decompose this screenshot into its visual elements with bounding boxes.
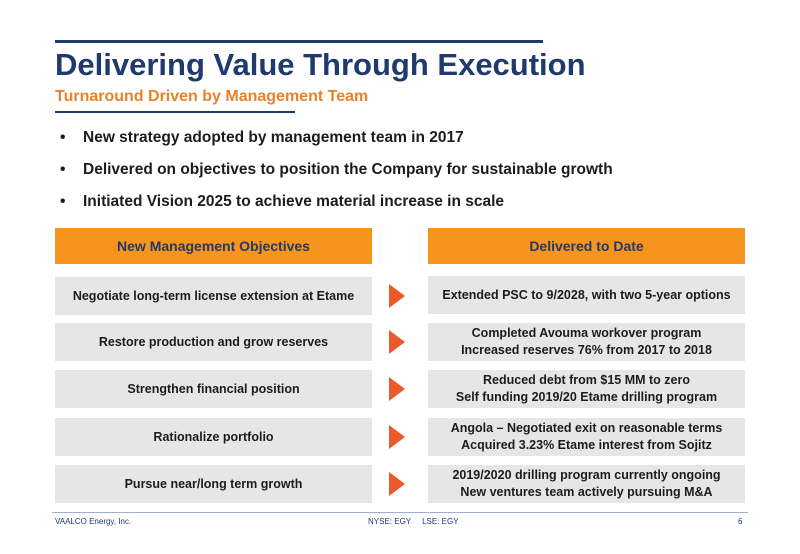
- title-top-rule: [55, 40, 543, 43]
- bullet-item: • New strategy adopted by management team…: [60, 128, 613, 160]
- footer-divider: [52, 512, 748, 513]
- arrow-right-icon: [389, 284, 405, 308]
- bullet-icon: •: [60, 161, 66, 178]
- objective-text: Rationalize portfolio: [153, 429, 274, 444]
- arrow-right-icon: [389, 377, 405, 401]
- delivered-line: 2019/2020 drilling program currently ong…: [452, 468, 721, 482]
- delivered-line: Angola – Negotiated exit on reasonable t…: [450, 421, 723, 435]
- objective-text: Strengthen financial position: [127, 381, 300, 396]
- bullet-icon: •: [60, 193, 66, 210]
- footer-page-number: 6: [738, 517, 743, 526]
- bullet-text: Initiated Vision 2025 to achieve materia…: [83, 193, 505, 210]
- delivered-box: Extended PSC to 9/2028, with two 5-year …: [428, 276, 745, 314]
- delivered-box: Reduced debt from $15 MM to zero Self fu…: [428, 370, 745, 408]
- footer-company: VAALCO Energy, Inc.: [55, 517, 132, 526]
- delivered-line: Increased reserves 76% from 2017 to 2018: [461, 343, 712, 357]
- page-title: Delivering Value Through Execution: [55, 47, 586, 82]
- page-subtitle: Turnaround Driven by Management Team: [55, 88, 369, 105]
- bullet-icon: •: [60, 129, 66, 146]
- delivered-box: Completed Avouma workover program Increa…: [428, 323, 745, 361]
- delivered-line: Extended PSC to 9/2028, with two 5-year …: [442, 287, 731, 302]
- bullet-text: Delivered on objectives to position the …: [83, 161, 613, 178]
- objective-text: Negotiate long-term license extension at…: [72, 288, 355, 303]
- delivered-line: Reduced debt from $15 MM to zero: [483, 373, 690, 387]
- bullet-item: • Delivered on objectives to position the…: [60, 160, 613, 192]
- objective-box: Rationalize portfolio: [55, 418, 372, 456]
- delivered-box: 2019/2020 drilling program currently ong…: [428, 465, 745, 503]
- delivered-box: Angola – Negotiated exit on reasonable t…: [428, 418, 745, 456]
- objective-box: Negotiate long-term license extension at…: [55, 277, 372, 315]
- objective-box: Restore production and grow reserves: [55, 323, 372, 361]
- delivered-line: Self funding 2019/20 Etame drilling prog…: [455, 390, 718, 404]
- delivered-header: Delivered to Date: [428, 228, 745, 264]
- delivered-line: Completed Avouma workover program: [471, 326, 702, 340]
- objective-box: Strengthen financial position: [55, 370, 372, 408]
- footer-tickers: NYSE: EGY LSE: EGY: [368, 517, 459, 526]
- bullet-list: • New strategy adopted by management team…: [60, 128, 613, 224]
- arrow-right-icon: [389, 425, 405, 449]
- objective-box: Pursue near/long term growth: [55, 465, 372, 503]
- bullet-text: New strategy adopted by management team …: [83, 129, 464, 146]
- objectives-header: New Management Objectives: [55, 228, 372, 264]
- subtitle-underline: [55, 111, 295, 113]
- objective-text: Restore production and grow reserves: [98, 334, 329, 349]
- bullet-item: • Initiated Vision 2025 to achieve materi…: [60, 192, 613, 224]
- delivered-line: Acquired 3.23% Etame interest from Sojit…: [461, 438, 712, 452]
- objective-text: Pursue near/long term growth: [124, 476, 303, 491]
- delivered-line: New ventures team actively pursuing M&A: [460, 485, 713, 499]
- arrow-right-icon: [389, 472, 405, 496]
- arrow-right-icon: [389, 330, 405, 354]
